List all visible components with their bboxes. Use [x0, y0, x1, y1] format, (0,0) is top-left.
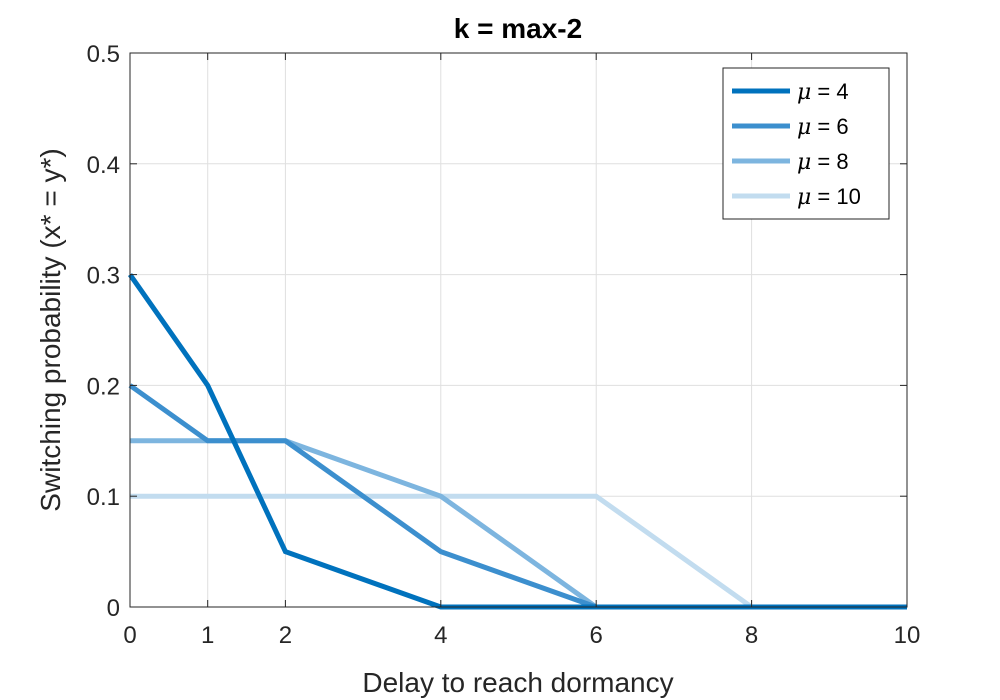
x-tick-label: 8 — [745, 622, 758, 649]
legend-mu-symbol: μ — [797, 185, 811, 210]
legend: μ = 4μ = 6μ = 8μ = 10 — [722, 67, 890, 220]
y-tick-label: 0 — [107, 595, 120, 622]
y-tick-label: 0.4 — [87, 152, 120, 179]
legend-value: = 10 — [811, 184, 861, 209]
x-tick-label: 2 — [279, 622, 292, 649]
legend-label-2: μ = 8 — [797, 149, 849, 175]
y-tick-label: 0.5 — [87, 41, 120, 68]
legend-label-1: μ = 6 — [797, 114, 849, 140]
y-tick-label: 0.1 — [87, 484, 120, 511]
y-tick-label: 0.3 — [87, 263, 120, 290]
x-tick-label: 6 — [590, 622, 603, 649]
axes-box — [129, 52, 908, 608]
legend-mu-symbol: μ — [797, 150, 811, 175]
legend-value: = 4 — [811, 79, 848, 104]
legend-value: = 6 — [811, 114, 848, 139]
legend-value: = 8 — [811, 149, 848, 174]
x-axis-label: Delay to reach dormancy — [362, 667, 673, 698]
y-tick-label: 0.2 — [87, 373, 120, 400]
chart-title: k = max-2 — [454, 13, 582, 44]
legend-label-0: μ = 4 — [797, 79, 849, 105]
legend-label-3: μ = 10 — [797, 184, 861, 210]
ticks: 0 1 2 4 6 8 10 0 0.1 0.2 0.3 0.4 0.5 — [87, 41, 921, 649]
y-axis-label: Switching probability (x* = y*) — [35, 148, 66, 511]
x-tick-label: 1 — [201, 622, 214, 649]
legend-mu-symbol: μ — [797, 80, 811, 105]
legend-mu-symbol: μ — [797, 115, 811, 140]
x-tick-label: 10 — [894, 622, 921, 649]
x-tick-label: 4 — [434, 622, 447, 649]
x-tick-label: 0 — [123, 622, 136, 649]
